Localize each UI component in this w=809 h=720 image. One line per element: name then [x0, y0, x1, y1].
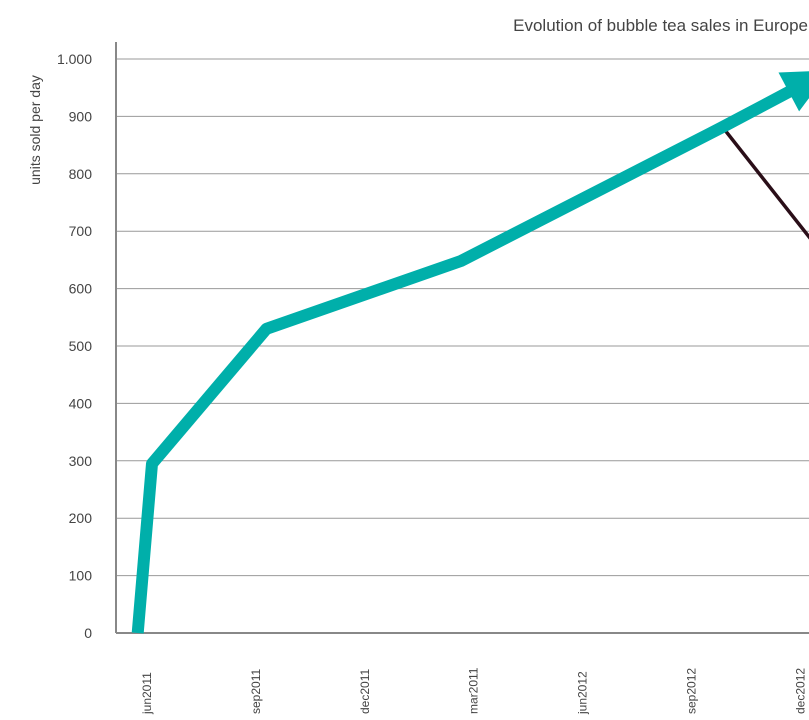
x-tick-label: sep2012 — [685, 668, 699, 714]
y-tick-label: 200 — [69, 510, 93, 526]
x-tick-label: jun2011 — [140, 672, 154, 715]
y-tick-label: 400 — [69, 395, 93, 411]
series-line — [131, 84, 796, 634]
x-tick-label: jun2012 — [576, 671, 590, 715]
x-tick-label: dec2012 — [793, 668, 807, 714]
y-tick-label: 600 — [69, 281, 93, 297]
y-tick-label: 100 — [69, 568, 93, 584]
y-tick-label: 0 — [84, 625, 92, 641]
x-tick-label: sep2011 — [249, 669, 263, 714]
grid-lines — [116, 58, 809, 577]
series-arrowhead — [778, 71, 809, 112]
y-tick-label: 1.000 — [57, 51, 92, 67]
x-tick-label: dec2011 — [358, 669, 372, 714]
y-tick-label: 300 — [69, 453, 93, 469]
annotation-line — [719, 123, 809, 240]
x-tick-label: mar2011 — [467, 667, 481, 714]
chart-title: Evolution of bubble tea sales in Europe — [513, 16, 808, 35]
y-axis-label: units sold per day — [27, 75, 43, 185]
y-tick-label: 700 — [69, 223, 93, 239]
y-tick-label: 500 — [69, 338, 93, 354]
series-layer — [131, 71, 809, 634]
x-tick-labels: jun2011 sep2011 dec2011 mar2011 jun2012 sep20… — [140, 667, 807, 715]
y-tick-label: 800 — [69, 166, 93, 182]
y-tick-labels: 0 100 200 300 400 500 600 700 800 900 1.000 — [57, 51, 92, 641]
y-tick-label: 900 — [69, 108, 93, 124]
